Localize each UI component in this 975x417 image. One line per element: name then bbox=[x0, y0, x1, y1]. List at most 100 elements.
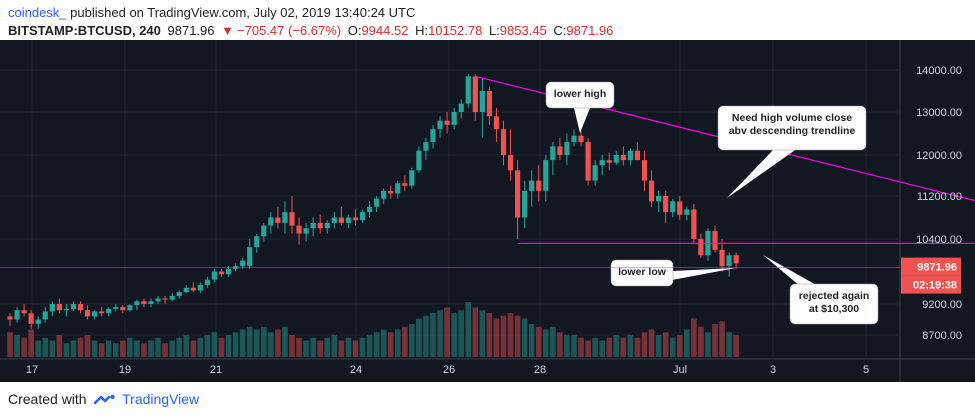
candle-body bbox=[92, 311, 98, 317]
candle-body bbox=[451, 112, 457, 125]
volume-bar bbox=[63, 343, 70, 357]
volume-bar bbox=[423, 315, 429, 357]
candle-body bbox=[472, 76, 478, 112]
candle-body bbox=[465, 76, 471, 104]
volume-bar bbox=[613, 335, 620, 357]
candle-body bbox=[437, 120, 443, 130]
price-tag-label: 9871.96 bbox=[917, 262, 957, 274]
candle-body bbox=[634, 150, 641, 161]
volume-bar bbox=[684, 329, 690, 357]
tradingview-brand[interactable]: TradingView bbox=[122, 391, 200, 407]
candle-body bbox=[261, 225, 267, 237]
volume-bar bbox=[282, 326, 288, 357]
volume-bar bbox=[310, 337, 316, 357]
candle-body bbox=[247, 247, 253, 267]
candle-body bbox=[366, 206, 373, 213]
candle-body bbox=[536, 180, 542, 191]
y-tick-label: 12000.00 bbox=[916, 150, 962, 162]
volume-bar bbox=[183, 335, 190, 357]
y-tick-label: 13000.00 bbox=[916, 107, 962, 119]
x-tick-label: 17 bbox=[26, 364, 38, 376]
volume-bar bbox=[712, 324, 718, 357]
candle-body bbox=[423, 142, 429, 151]
candle-body bbox=[77, 304, 84, 311]
candle-body bbox=[613, 155, 619, 163]
callout-box bbox=[610, 259, 674, 287]
high-label: H: bbox=[415, 23, 429, 38]
volume-bar bbox=[606, 337, 613, 357]
candle-body bbox=[564, 142, 570, 155]
callout-tail bbox=[672, 268, 736, 280]
candle-body bbox=[416, 150, 422, 171]
annotation-text: abv descending trendline bbox=[729, 125, 856, 137]
volume-bar bbox=[655, 335, 662, 357]
volume-bar bbox=[204, 335, 211, 357]
candle-body bbox=[712, 230, 718, 250]
candle-body bbox=[641, 160, 648, 181]
candle-body bbox=[557, 146, 563, 155]
volume-bar bbox=[416, 318, 422, 357]
candle-body bbox=[289, 212, 295, 226]
volume-bar bbox=[246, 326, 253, 357]
candle-body bbox=[493, 116, 500, 130]
volume-bar bbox=[91, 340, 98, 357]
x-tick-label: 28 bbox=[534, 364, 546, 376]
volume-bar bbox=[338, 340, 345, 357]
volume-bar bbox=[430, 313, 436, 357]
symbol-label[interactable]: BITSTAMP:BTCUSD, 240 bbox=[8, 23, 161, 38]
candle-body bbox=[550, 146, 556, 161]
candle-body bbox=[345, 217, 351, 223]
volume-bar bbox=[35, 340, 41, 357]
candle-body bbox=[7, 316, 13, 320]
volume-bar bbox=[634, 337, 641, 357]
callout-tail bbox=[574, 108, 590, 133]
volume-bar bbox=[535, 326, 542, 357]
volume-bar bbox=[465, 302, 472, 357]
candle-body bbox=[331, 217, 337, 223]
volume-bar bbox=[77, 337, 84, 357]
candle-body bbox=[197, 285, 203, 291]
candle-body bbox=[677, 201, 683, 215]
volume-bar bbox=[98, 343, 105, 357]
x-tick-label: 19 bbox=[119, 364, 131, 376]
tradingview-logo-icon bbox=[94, 395, 116, 405]
volume-bar bbox=[56, 335, 63, 357]
volume-bar bbox=[331, 335, 338, 357]
callout-box bbox=[789, 283, 879, 325]
volume-bar bbox=[127, 337, 133, 357]
author-name[interactable]: coindesk_ bbox=[8, 5, 67, 20]
x-tick-label: 24 bbox=[350, 364, 362, 376]
volume-bar bbox=[84, 335, 91, 357]
down-arrow-icon: ▼ bbox=[221, 23, 235, 38]
annotation-callout: lower low bbox=[610, 259, 736, 287]
candle-body bbox=[49, 304, 55, 312]
volume-bar bbox=[162, 343, 168, 357]
published-text: published on TradingView.com, July 02, 2… bbox=[70, 5, 416, 20]
volume-bar bbox=[169, 340, 175, 357]
footer: Created with TradingView bbox=[8, 391, 199, 407]
callout-box bbox=[545, 81, 615, 109]
x-tick-label: Jul bbox=[673, 364, 687, 376]
candle-body bbox=[571, 135, 577, 143]
candle-body bbox=[310, 222, 316, 229]
volume-bar bbox=[514, 315, 521, 357]
volume-bar bbox=[345, 337, 352, 357]
candle-body bbox=[648, 180, 655, 202]
candle-body bbox=[374, 198, 380, 207]
candle-body bbox=[155, 298, 161, 302]
annotation-text: Need high volume close bbox=[732, 112, 852, 124]
candle-body bbox=[620, 155, 626, 161]
volume-bar bbox=[190, 340, 197, 357]
volume-bar bbox=[211, 332, 218, 357]
high-value: 10152.78 bbox=[428, 23, 483, 38]
volume-bars bbox=[7, 302, 739, 357]
y-tick-label: 11200.00 bbox=[917, 191, 962, 203]
volume-bar bbox=[564, 335, 570, 357]
volume-bar bbox=[176, 337, 182, 357]
volume-bar bbox=[380, 329, 387, 357]
candle-body bbox=[303, 228, 309, 234]
volume-bar bbox=[148, 340, 154, 357]
volume-bar bbox=[373, 332, 380, 357]
